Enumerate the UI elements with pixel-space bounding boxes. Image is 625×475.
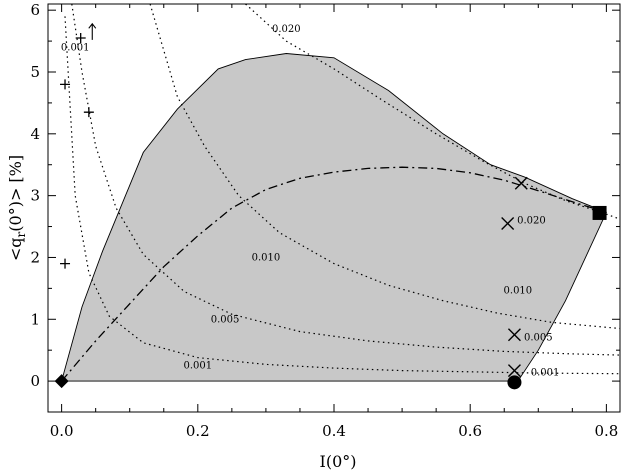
arrow-annotation-0 [88, 22, 97, 40]
plus-marker-8 [83, 107, 94, 118]
y-axis-title-open: <q [6, 237, 25, 261]
diamond-marker-0 [54, 374, 69, 389]
square-marker-1 [592, 205, 607, 220]
y-tick-label-6: 6 [30, 1, 40, 19]
contour-label-3: 0.020 [272, 24, 301, 35]
marker-layer [54, 22, 607, 390]
contour-label-7: 0.001 [531, 368, 560, 379]
contour-label-5: 0.010 [504, 285, 533, 296]
y-tick-label-4: 4 [30, 125, 40, 143]
circle-marker-2 [507, 375, 522, 390]
plus-marker-9 [60, 258, 71, 269]
contour-label-layer: 0.001 0.005 0.010 0.020 0.020 0.010 0.005 0.001… [61, 24, 559, 379]
shaded-region-layer [61, 53, 608, 382]
shaded-region [61, 53, 608, 382]
x-marker-3 [514, 176, 528, 190]
x-marker-4 [501, 216, 515, 230]
tick-label-layer: 0.0 0.2 0.4 0.6 0.8 0 1 2 3 4 5 6 [30, 1, 618, 440]
dash-dot-curve [61, 166, 607, 382]
axes-layer [47, 3, 621, 413]
x-tick-label-1: 0.2 [186, 422, 210, 440]
x-tick-label-2: 0.4 [322, 422, 346, 440]
contour-label-8: 0.001 [61, 42, 90, 53]
contour-label-1: 0.005 [211, 314, 240, 325]
contour-label-6: 0.005 [524, 332, 553, 343]
y-tick-label-3: 3 [30, 187, 40, 205]
contour-line-0.005 [71, 4, 620, 356]
contour-line-0.010 [149, 4, 620, 330]
y-axis-title: <qr(0°)> [%] [6, 155, 28, 261]
x-tick-label-3: 0.6 [458, 422, 482, 440]
x-axis-title: I(0°) [320, 452, 357, 471]
contour-label-0: 0.001 [183, 361, 212, 372]
plus-marker-10 [75, 33, 86, 43]
contour-label-4: 0.020 [517, 215, 546, 226]
x-tick-label-4: 0.8 [594, 422, 618, 440]
y-tick-label-1: 1 [30, 310, 40, 328]
y-axis-title-close: (0°)> [%] [6, 155, 25, 232]
y-tick-label-2: 2 [30, 248, 40, 266]
plus-marker-7 [60, 79, 71, 90]
y-tick-label-0: 0 [30, 372, 40, 390]
curve-layer [61, 4, 620, 382]
y-axis-title-sub: r [14, 231, 28, 237]
x-marker-6 [507, 364, 521, 378]
x-tick-label-0: 0.0 [50, 422, 74, 440]
x-marker-5 [507, 328, 521, 342]
y-tick-label-5: 5 [30, 63, 40, 81]
contour-label-2: 0.010 [252, 253, 281, 264]
